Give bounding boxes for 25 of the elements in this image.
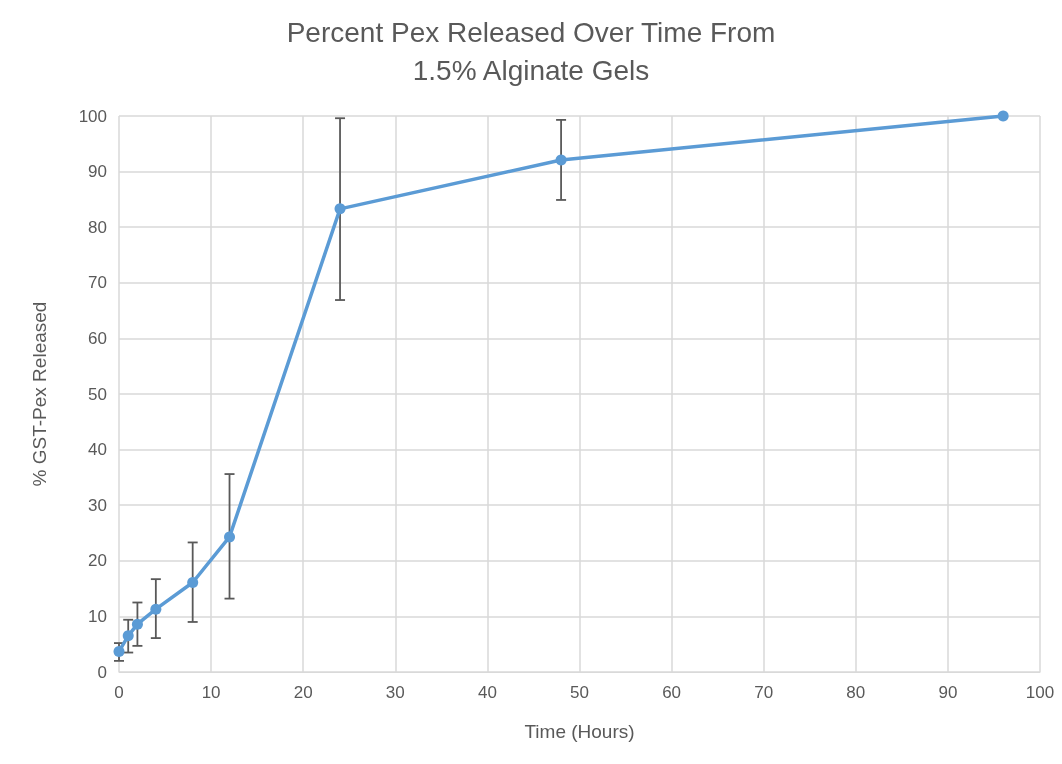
x-tick-label: 80 <box>846 683 866 702</box>
y-tick-label: 80 <box>88 217 107 237</box>
x-tick-label: 60 <box>662 683 682 702</box>
y-tick-label: 0 <box>97 662 107 682</box>
x-tick-label: 90 <box>938 683 958 702</box>
x-tick-label: 40 <box>477 683 497 702</box>
x-tick-label: 100 <box>1025 683 1055 702</box>
y-tick-label: 90 <box>88 162 107 182</box>
x-tick-label: 50 <box>570 683 589 702</box>
y-tick-label: 20 <box>88 551 107 571</box>
x-tick-label: 30 <box>385 683 405 702</box>
x-tick-label: 10 <box>201 683 221 702</box>
y-axis-title: % GST-Pex Released <box>29 301 50 487</box>
y-tick-label: 50 <box>88 384 107 404</box>
y-tick-label: 70 <box>88 273 107 293</box>
y-tick-label: 100 <box>78 106 107 126</box>
y-tick-label: 40 <box>88 440 107 460</box>
y-tick-label: 60 <box>88 328 107 348</box>
x-tick-label: 0 <box>114 683 124 702</box>
y-tick-label: 30 <box>88 495 107 515</box>
x-tick-label: 20 <box>293 683 313 702</box>
x-axis-title: Time (Hours) <box>524 721 635 742</box>
chart-title: Percent Pex Released Over Time From 1.5% Alginate Gels <box>286 16 776 86</box>
y-tick-label: 10 <box>88 606 107 626</box>
x-tick-label: 70 <box>754 683 774 702</box>
